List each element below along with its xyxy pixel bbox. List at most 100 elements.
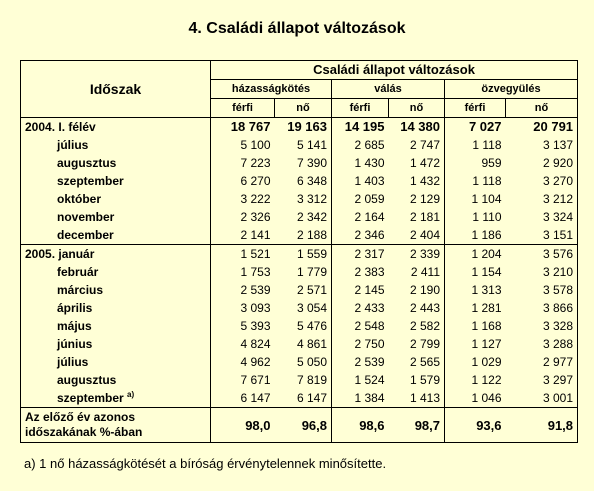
table-row: szeptember a) 6 147 6 147 1 384 1 413 1 046 3 … bbox=[20, 389, 579, 408]
month-label: július bbox=[57, 355, 89, 369]
row-label: szeptember a) bbox=[20, 389, 211, 408]
cell-value: 2 326 bbox=[210, 208, 275, 226]
cell-value: 1 313 bbox=[444, 281, 506, 299]
cell-value: 2 164 bbox=[331, 208, 389, 226]
cell-value: 2 129 bbox=[388, 190, 445, 208]
cell-value: 2 443 bbox=[388, 299, 445, 317]
statistics-table: Időszak Családi állapot változások házas… bbox=[20, 60, 579, 443]
cell-value: 2 799 bbox=[388, 335, 445, 353]
cell-value: 1 472 bbox=[388, 154, 445, 172]
group-header-marriage: házasságkötés bbox=[210, 79, 332, 99]
cell-value: 1 104 bbox=[444, 190, 506, 208]
cell-value: 7 223 bbox=[210, 154, 275, 172]
row-label: július bbox=[20, 353, 211, 371]
cell-value: 20 791 bbox=[505, 117, 579, 136]
cell-value: 1 430 bbox=[331, 154, 389, 172]
cell-value: 4 861 bbox=[274, 335, 332, 353]
month-label: december bbox=[57, 228, 114, 242]
cell-value: 1 559 bbox=[274, 244, 332, 263]
cell-value: 3 312 bbox=[274, 190, 332, 208]
month-label: szeptember bbox=[57, 174, 124, 188]
cell-value: 3 093 bbox=[210, 299, 275, 317]
cell-value: 2 383 bbox=[331, 263, 389, 281]
cell-value: 3 001 bbox=[505, 389, 579, 408]
cell-value: 1 186 bbox=[444, 226, 506, 245]
cell-value: 7 671 bbox=[210, 371, 275, 389]
summary-label-line: időszakának %-ában bbox=[25, 425, 143, 439]
sex-header: férfi bbox=[444, 98, 506, 118]
cell-value: 2 317 bbox=[331, 244, 389, 263]
row-label: július bbox=[20, 136, 211, 154]
cell-value: 2 977 bbox=[505, 353, 579, 371]
cell-value: 1 168 bbox=[444, 317, 506, 335]
month-label: április bbox=[57, 301, 93, 315]
cell-value: 959 bbox=[444, 154, 506, 172]
cell-value: 1 521 bbox=[210, 244, 275, 263]
row-label: november bbox=[20, 208, 211, 226]
cell-value: 5 476 bbox=[274, 317, 332, 335]
cell-value: 1 110 bbox=[444, 208, 506, 226]
table-row: július 5 100 5 141 2 685 2 747 1 118 3 137 bbox=[20, 136, 579, 154]
cell-value: 1 122 bbox=[444, 371, 506, 389]
cell-value: 1 779 bbox=[274, 263, 332, 281]
cell-value: 4 962 bbox=[210, 353, 275, 371]
summary-label: Az előző év azonos időszakának %-ában bbox=[20, 407, 211, 443]
month-label: szeptember bbox=[57, 391, 124, 405]
row-label: június bbox=[20, 335, 211, 353]
cell-value: 2 685 bbox=[331, 136, 389, 154]
table-row: március 2 539 2 571 2 145 2 190 1 313 3 578 bbox=[20, 281, 579, 299]
summary-value: 98,0 bbox=[210, 407, 275, 443]
table-row: február 1 753 1 779 2 383 2 411 1 154 3 210 bbox=[20, 263, 579, 281]
sex-header: férfi bbox=[331, 98, 389, 118]
sex-header: nő bbox=[388, 98, 445, 118]
summary-value: 93,6 bbox=[444, 407, 506, 443]
cell-value: 1 403 bbox=[331, 172, 389, 190]
cell-value: 14 380 bbox=[388, 117, 445, 136]
month-label: május bbox=[57, 319, 92, 333]
row-label: szeptember bbox=[20, 172, 211, 190]
cell-value: 3 212 bbox=[505, 190, 579, 208]
cell-value: 3 151 bbox=[505, 226, 579, 245]
cell-value: 7 027 bbox=[444, 117, 506, 136]
cell-value: 2 342 bbox=[274, 208, 332, 226]
table-row: május 5 393 5 476 2 548 2 582 1 168 3 328 bbox=[20, 317, 579, 335]
summary-row: Az előző év azonos időszakának %-ában 98,0… bbox=[20, 407, 579, 443]
cell-value: 2 920 bbox=[505, 154, 579, 172]
table-row: június 4 824 4 861 2 750 2 799 1 127 3 288 bbox=[20, 335, 579, 353]
cell-value: 2 145 bbox=[331, 281, 389, 299]
cell-value: 2 539 bbox=[331, 353, 389, 371]
summary-value: 96,8 bbox=[274, 407, 332, 443]
cell-value: 2 346 bbox=[331, 226, 389, 245]
summary-value: 98,6 bbox=[331, 407, 389, 443]
summary-value: 98,7 bbox=[388, 407, 445, 443]
group-header-divorce: válás bbox=[331, 79, 445, 99]
sex-header: férfi bbox=[210, 98, 275, 118]
cell-value: 2 565 bbox=[388, 353, 445, 371]
footnote: a) 1 nő házasságkötését a bíróság érvény… bbox=[24, 456, 387, 471]
cell-value: 14 195 bbox=[331, 117, 389, 136]
month-label: július bbox=[57, 138, 89, 152]
cell-value: 3 222 bbox=[210, 190, 275, 208]
cell-value: 1 384 bbox=[331, 389, 389, 408]
period-header: Időszak bbox=[20, 60, 211, 118]
cell-value: 3 137 bbox=[505, 136, 579, 154]
row-label: március bbox=[20, 281, 211, 299]
sex-header: nő bbox=[505, 98, 579, 118]
cell-value: 3 054 bbox=[274, 299, 332, 317]
table-title: 4. Családi állapot változások bbox=[188, 20, 406, 37]
cell-value: 6 147 bbox=[210, 389, 275, 408]
cell-value: 7 390 bbox=[274, 154, 332, 172]
cell-value: 1 753 bbox=[210, 263, 275, 281]
month-label: augusztus bbox=[57, 156, 117, 170]
cell-value: 3 297 bbox=[505, 371, 579, 389]
table-row: április 3 093 3 054 2 433 2 443 1 281 3 866 bbox=[20, 299, 579, 317]
cell-value: 2 404 bbox=[388, 226, 445, 245]
row-label: május bbox=[20, 317, 211, 335]
cell-value: 5 141 bbox=[274, 136, 332, 154]
table-row: július 4 962 5 050 2 539 2 565 1 029 2 977 bbox=[20, 353, 579, 371]
month-label: október bbox=[57, 192, 102, 206]
month-label: február bbox=[57, 265, 99, 279]
cell-value: 2 539 bbox=[210, 281, 275, 299]
cell-value: 5 393 bbox=[210, 317, 275, 335]
row-label: augusztus bbox=[20, 154, 211, 172]
